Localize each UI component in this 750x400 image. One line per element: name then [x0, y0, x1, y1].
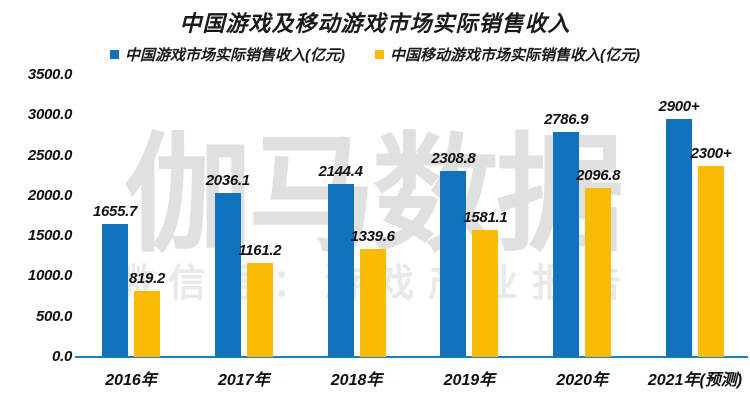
bar-game-2019年	[440, 170, 467, 357]
legend-marker-gold-icon	[375, 50, 384, 59]
bar-mobile-2021年(预测)	[698, 166, 724, 357]
chart-title: 中国游戏及移动游戏市场实际销售收入	[179, 11, 571, 36]
value-label-mobile-2016年: 819.2	[128, 269, 166, 287]
legend-label-game-market: 中国游戏市场实际销售收入(亿元)	[125, 47, 345, 64]
watermark-brand: 伽马数据	[124, 124, 624, 267]
value-label-game-2016年: 1655.7	[92, 202, 138, 220]
value-label-game-2020年: 2786.9	[544, 111, 589, 129]
x-axis-label-2020年: 2020年	[556, 372, 608, 389]
bar-mobile-2018年	[359, 249, 386, 357]
value-label-mobile-2021年(预测): 2300+	[690, 145, 732, 163]
bar-game-2016年	[102, 223, 128, 357]
legend-item-game-market: 中国游戏市场实际销售收入(亿元)	[110, 44, 345, 65]
x-axis-label-2017年: 2017年	[217, 372, 270, 389]
bar-game-2021年(预测)	[666, 119, 692, 357]
value-label-game-2019年: 2308.8	[431, 149, 476, 167]
value-label-game-2021年(预测): 2900+	[658, 98, 700, 116]
bar-mobile-2020年	[585, 188, 612, 357]
x-axis-label-2016年: 2016年	[105, 372, 157, 389]
bar-mobile-2016年	[134, 290, 160, 357]
y-axis-tick-label: 1000.0	[27, 267, 72, 285]
x-axis-line	[75, 356, 748, 358]
value-label-mobile-2018年: 1339.6	[350, 228, 395, 246]
y-axis-tick-label: 2000.0	[27, 186, 72, 204]
bar-game-2020年	[553, 132, 580, 357]
value-label-mobile-2017年: 1161.2	[238, 242, 282, 260]
y-axis-tick-label: 0.0	[52, 348, 72, 365]
x-axis-label-2018年: 2018年	[330, 372, 383, 389]
y-axis-tick-label: 2500.0	[27, 146, 72, 164]
value-label-mobile-2020年: 2096.8	[576, 167, 621, 185]
x-axis-label-2019年: 2019年	[443, 372, 496, 389]
bar-mobile-2017年	[246, 263, 273, 357]
legend-item-mobile-game-market: 中国移动游戏市场实际销售收入(亿元)	[375, 44, 640, 65]
bar-mobile-2019年	[472, 229, 499, 357]
value-label-game-2018年: 2144.4	[318, 163, 363, 181]
value-label-game-2017年: 2036.1	[205, 171, 250, 189]
y-axis-tick-label: 500.0	[35, 307, 72, 325]
x-axis-label-2021年(预测): 2021年(预测)	[647, 372, 743, 389]
bar-game-2017年	[214, 192, 241, 357]
value-label-mobile-2019年: 1581.1	[463, 208, 508, 226]
y-axis-tick-label: 1500.0	[27, 227, 72, 245]
bar-game-2018年	[327, 184, 354, 357]
legend: 中国游戏市场实际销售收入(亿元) 中国移动游戏市场实际销售收入(亿元)	[0, 44, 750, 65]
y-axis-tick-label: 3000.0	[27, 106, 72, 124]
legend-label-mobile-game-market: 中国移动游戏市场实际销售收入(亿元)	[390, 47, 640, 64]
y-axis-tick-label: 3500.0	[27, 66, 72, 83]
legend-marker-blue-icon	[110, 50, 119, 59]
